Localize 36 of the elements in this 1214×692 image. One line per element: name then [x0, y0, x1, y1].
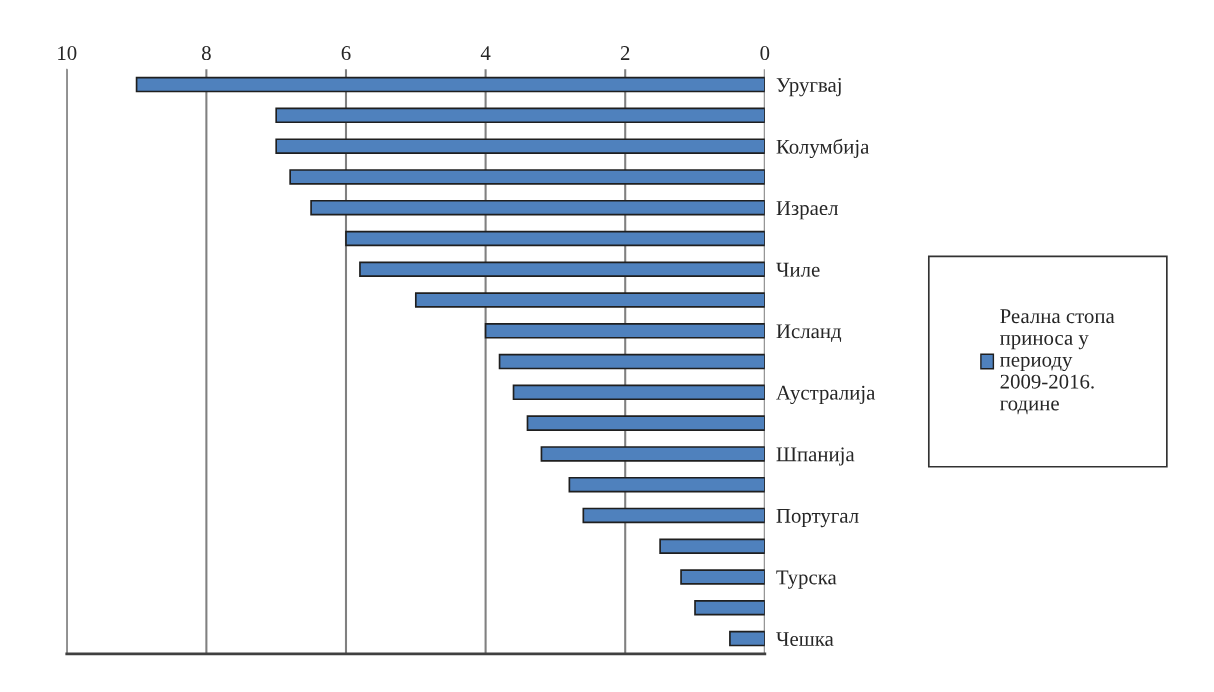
- x-tick-label: 4: [480, 46, 491, 60]
- bar: [414, 292, 765, 308]
- y-tick-label: Чешка: [776, 632, 834, 646]
- bar: [512, 384, 765, 401]
- y-tick-label: Португал: [776, 509, 859, 528]
- y-tick-label: Аустралија: [776, 385, 876, 405]
- bar: [275, 107, 765, 124]
- bar: [680, 569, 765, 585]
- bar: [289, 169, 765, 185]
- x-tick-label: 6: [341, 46, 351, 61]
- bar: [540, 446, 765, 462]
- bar: [582, 507, 765, 524]
- bar: [275, 138, 765, 154]
- x-tick-label: 8: [201, 46, 211, 61]
- bar: [729, 630, 765, 647]
- y-tick-label: Израел: [776, 201, 839, 220]
- y-tick-label: Уругвај: [776, 77, 841, 97]
- y-tick-label: Исланд: [776, 324, 842, 343]
- bar: [310, 199, 765, 216]
- x-tick-label: 10: [58, 46, 77, 61]
- bar: [484, 323, 765, 339]
- y-tick-label: Турска: [776, 570, 837, 589]
- bar: [526, 415, 765, 431]
- bar: [694, 600, 765, 616]
- bar: [135, 76, 765, 93]
- bar: [659, 538, 765, 554]
- y-tick-label: Чиле: [776, 262, 820, 277]
- bar: [568, 476, 765, 493]
- x-tick-label: 2: [620, 46, 630, 60]
- y-tick-label: Шпанија: [776, 447, 855, 466]
- bar: [498, 353, 765, 370]
- bar: [345, 230, 765, 247]
- y-tick-label: Колумбија: [776, 138, 870, 159]
- x-tick-label: 0: [760, 46, 770, 61]
- legend-label: Реална стопа приноса у периоду 2009-2016. године: [1000, 309, 1115, 415]
- bar: [359, 261, 765, 278]
